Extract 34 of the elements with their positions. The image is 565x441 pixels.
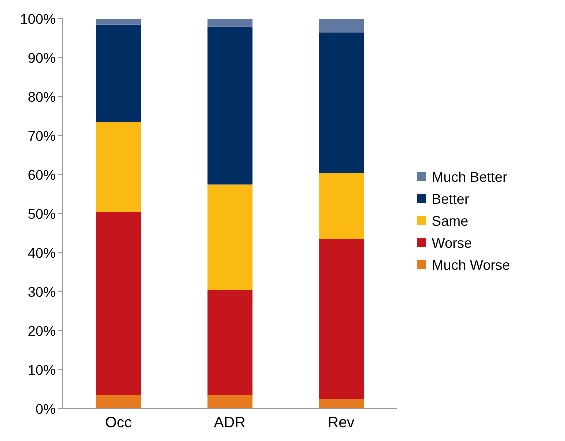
legend-label: Same: [432, 212, 469, 228]
bar: [319, 239, 364, 400]
legend-label: Better: [432, 190, 470, 206]
bar: [96, 19, 142, 25]
y-tick-label: 20%: [28, 322, 56, 339]
x-tick-label: Rev: [328, 414, 356, 432]
x-tick-label: ADR: [214, 414, 246, 432]
y-tick-label: 10%: [28, 362, 56, 378]
legend-label: Much Worse: [432, 256, 510, 272]
y-tick-label: 70%: [28, 128, 56, 144]
bar: [208, 395, 253, 409]
bar: [96, 122, 142, 212]
bar: [319, 32, 364, 174]
y-tick-label: 30%: [28, 284, 56, 300]
legend-label: Much Better: [432, 168, 508, 184]
y-tick-label: 90%: [28, 50, 56, 66]
bar: [319, 399, 364, 409]
bar: [96, 24, 142, 122]
y-tick-label: 60%: [28, 166, 56, 183]
bar: [96, 395, 142, 409]
bar: [208, 184, 253, 290]
y-tick-label: 50%: [28, 206, 56, 222]
y-tick-label: 40%: [28, 244, 56, 261]
y-tick-label: 100%: [20, 10, 56, 27]
bar: [319, 19, 364, 33]
bar: [96, 212, 142, 396]
bar: [319, 173, 364, 240]
y-tick-label: 80%: [28, 88, 56, 105]
bar: [208, 290, 253, 396]
bar: [208, 19, 253, 27]
legend-label: Worse: [432, 234, 472, 250]
x-tick-label: Occ: [105, 414, 132, 432]
bar: [208, 26, 253, 185]
y-tick-label: 0%: [36, 400, 56, 417]
